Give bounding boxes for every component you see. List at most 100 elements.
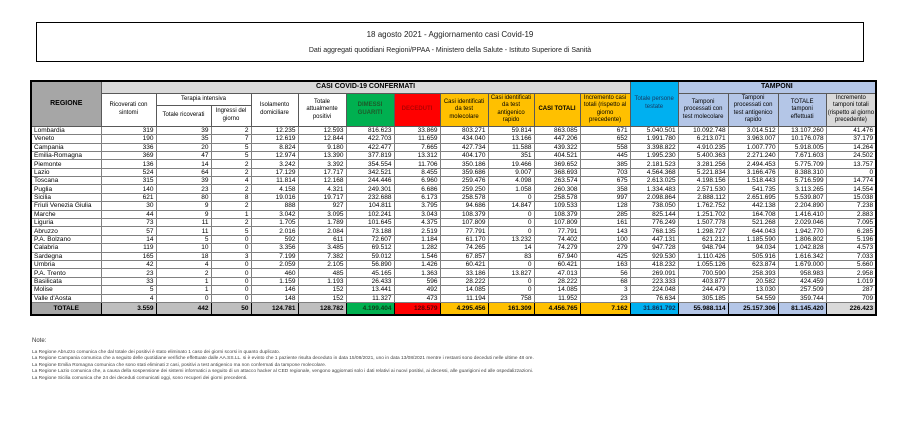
value-cell: 11.588 — [487, 142, 535, 152]
value-cell: 358 — [579, 184, 631, 194]
value-cell: 11.327 — [345, 293, 395, 303]
value-cell: 107.809 — [533, 218, 581, 228]
value-cell: 35 — [155, 134, 212, 144]
value-cell: 7.033 — [825, 251, 877, 262]
value-cell: 336 — [100, 142, 157, 152]
value-cell: 768.135 — [629, 226, 679, 236]
value-cell: 73.188 — [345, 226, 395, 236]
value-cell: 20.582 — [727, 276, 779, 287]
value-cell: 4.910.235 — [677, 142, 729, 152]
table-row: P.A. Trento 23 2 0 460 485 45.165 1.363 33.186 13… — [30, 268, 877, 278]
value-cell: 259.250 — [439, 184, 489, 194]
value-cell: 422.477 — [345, 142, 395, 152]
region-name: P.A. Trento — [30, 268, 102, 278]
value-cell: 3 — [579, 285, 631, 295]
value-cell: 190 — [100, 134, 157, 144]
value-cell: 56 — [579, 268, 631, 278]
value-cell: 2.029.046 — [777, 218, 827, 228]
value-cell: 102.241 — [345, 209, 395, 220]
value-cell: 23 — [579, 293, 631, 303]
column-header-casi-totali: CASI TOTALI — [533, 92, 581, 127]
value-cell: 3.042 — [250, 209, 299, 220]
value-cell: 369.652 — [533, 159, 581, 169]
value-cell: 1.019 — [825, 276, 877, 287]
table-row: Puglia 140 23 2 4.158 4.321 249.301 6.686 259.25… — [30, 184, 877, 194]
value-cell: 257.509 — [777, 285, 827, 295]
value-cell: 2.098.864 — [629, 192, 679, 203]
value-cell: 7.095 — [825, 218, 877, 228]
header-row-sub: Totale ricoverati Ingressi del giorno — [31, 104, 876, 127]
value-cell: 279 — [579, 243, 631, 253]
group-header-tamponi: TAMPONI — [677, 80, 877, 94]
value-cell: 161 — [579, 218, 631, 228]
region-name: Sardegna — [30, 251, 102, 262]
value-cell: 644.043 — [727, 226, 779, 236]
value-cell: 0 — [487, 192, 535, 203]
value-cell: 1.762.752 — [677, 201, 729, 211]
value-cell: 152 — [297, 293, 347, 303]
value-cell: 623.874 — [727, 259, 779, 270]
value-cell: 0 — [487, 209, 535, 220]
value-cell: 377.819 — [345, 150, 395, 161]
value-cell: 558 — [579, 142, 631, 152]
value-cell: 1.184 — [393, 234, 441, 245]
value-cell: 2.105 — [297, 259, 347, 270]
region-name: Lazio — [30, 167, 102, 178]
total-value-cell: 128.579 — [393, 301, 441, 316]
notes-list: La Regione Abruzzo comunica che dal tota… — [32, 350, 872, 382]
value-cell: 6.960 — [393, 176, 441, 186]
value-cell: 11.706 — [393, 159, 441, 169]
table-row: Valle d'Aosta 4 0 0 148 152 11.327 473 11.194 758… — [30, 293, 877, 303]
value-cell: 5.660 — [825, 259, 877, 270]
value-cell: 404.170 — [439, 150, 489, 161]
value-cell: 3.963.007 — [727, 134, 779, 144]
total-value-cell: 4.456.765 — [533, 301, 581, 316]
value-cell: 2.958 — [825, 268, 877, 278]
column-header-terapia-ingressi: Ingressi del giorno — [210, 104, 252, 127]
total-value-cell: 81.145.420 — [777, 301, 827, 316]
value-cell: 0 — [210, 276, 252, 287]
value-cell: 2.883 — [825, 209, 877, 220]
value-cell: 72.607 — [345, 234, 395, 245]
value-cell: 1.159 — [250, 276, 299, 287]
value-cell: 947.728 — [629, 243, 679, 253]
column-header-dimessi: DIMESSI GUARITI — [345, 92, 395, 127]
header-row-groups: Ricoverati con sintomi Terapia intensiva… — [31, 92, 877, 127]
value-cell: 100 — [579, 234, 631, 245]
value-cell: 8.824 — [250, 142, 299, 152]
value-cell: 76.634 — [629, 293, 679, 303]
total-value-cell: 128.782 — [297, 301, 347, 316]
value-cell: 165 — [100, 251, 157, 262]
value-cell: 1.991.780 — [629, 134, 679, 144]
value-cell: 359.744 — [777, 293, 827, 303]
value-cell: 2 — [210, 125, 252, 136]
value-cell: 2.571.530 — [677, 184, 729, 194]
value-cell: 3.242 — [250, 159, 299, 169]
value-cell: 4 — [155, 259, 212, 270]
value-cell: 521.268 — [727, 218, 779, 228]
value-cell: 10.092.748 — [677, 125, 729, 136]
value-cell: 287 — [825, 285, 877, 295]
value-cell: 424.459 — [777, 276, 827, 287]
total-value-cell: 31.861.792 — [629, 301, 679, 316]
value-cell: 54.559 — [727, 293, 779, 303]
column-header-positivi: Totale attualmente positivi — [297, 92, 347, 127]
table-row: Marche 44 9 1 3.042 3.095 102.241 3.043 108.379 0… — [30, 209, 877, 220]
value-cell: 13.390 — [297, 150, 347, 161]
value-cell: 427.734 — [439, 142, 489, 152]
value-cell: 73 — [100, 218, 157, 228]
region-name: Umbria — [30, 259, 102, 270]
value-cell: 259.476 — [439, 176, 489, 186]
value-cell: 2.271.240 — [727, 150, 779, 161]
value-cell: 119 — [100, 243, 157, 253]
value-cell: 11.659 — [393, 134, 441, 144]
value-cell: 258.393 — [727, 268, 779, 278]
value-cell: 3.043 — [393, 209, 441, 220]
value-cell: 20 — [155, 142, 212, 152]
value-cell: 30 — [100, 201, 157, 211]
value-cell: 2.651.695 — [727, 192, 779, 203]
value-cell: 8.455 — [393, 167, 441, 178]
value-cell: 5 — [210, 226, 252, 236]
value-cell: 700.590 — [677, 268, 729, 278]
value-cell: 5.716.599 — [777, 176, 827, 186]
